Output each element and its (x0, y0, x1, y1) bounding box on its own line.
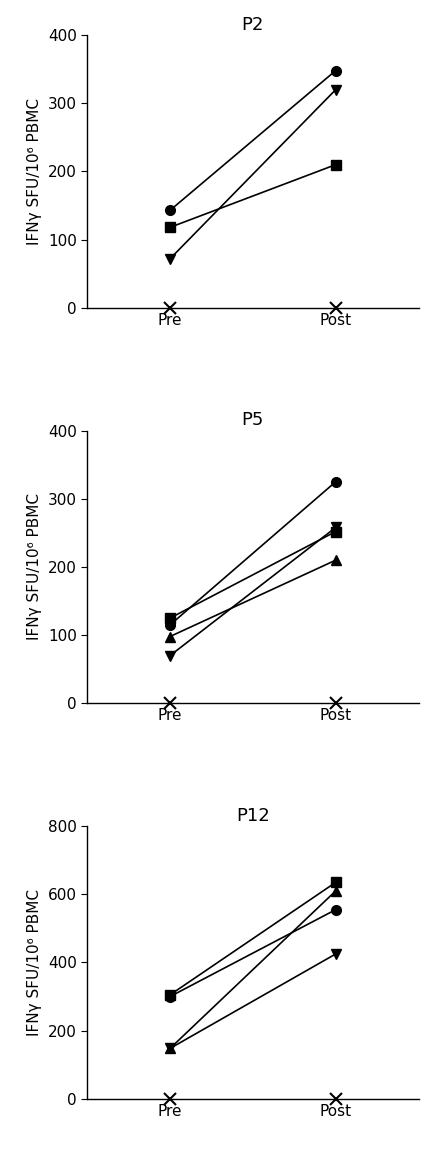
Y-axis label: IFNγ SFU/10⁶ PBMC: IFNγ SFU/10⁶ PBMC (27, 888, 42, 1036)
Y-axis label: IFNγ SFU/10⁶ PBMC: IFNγ SFU/10⁶ PBMC (27, 493, 42, 641)
Title: P5: P5 (242, 411, 264, 429)
Title: P2: P2 (242, 15, 264, 34)
Title: P12: P12 (236, 807, 270, 824)
Y-axis label: IFNγ SFU/10⁶ PBMC: IFNγ SFU/10⁶ PBMC (27, 98, 42, 245)
